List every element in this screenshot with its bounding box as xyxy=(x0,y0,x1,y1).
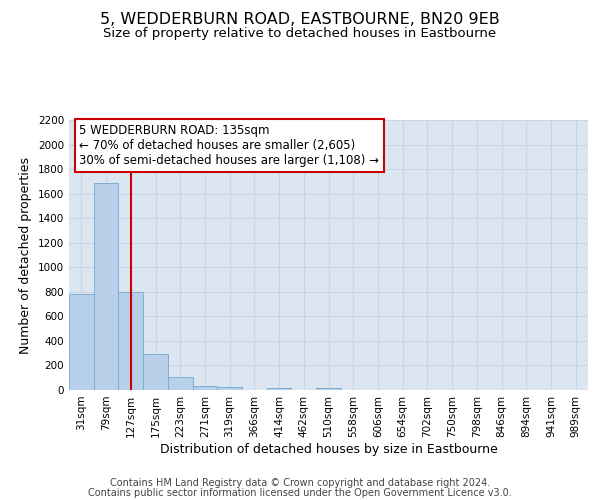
Bar xyxy=(316,388,341,390)
X-axis label: Distribution of detached houses by size in Eastbourne: Distribution of detached houses by size … xyxy=(160,442,497,456)
Bar xyxy=(267,388,292,390)
Text: Contains HM Land Registry data © Crown copyright and database right 2024.: Contains HM Land Registry data © Crown c… xyxy=(110,478,490,488)
Bar xyxy=(193,386,217,390)
Text: Contains public sector information licensed under the Open Government Licence v3: Contains public sector information licen… xyxy=(88,488,512,498)
Bar xyxy=(118,292,143,390)
Y-axis label: Number of detached properties: Number of detached properties xyxy=(19,156,32,354)
Bar xyxy=(168,376,193,390)
Bar xyxy=(69,294,94,390)
Bar xyxy=(217,388,242,390)
Bar xyxy=(94,182,118,390)
Text: 5, WEDDERBURN ROAD, EASTBOURNE, BN20 9EB: 5, WEDDERBURN ROAD, EASTBOURNE, BN20 9EB xyxy=(100,12,500,28)
Text: Size of property relative to detached houses in Eastbourne: Size of property relative to detached ho… xyxy=(103,28,497,40)
Bar xyxy=(143,354,168,390)
Text: 5 WEDDERBURN ROAD: 135sqm
← 70% of detached houses are smaller (2,605)
30% of se: 5 WEDDERBURN ROAD: 135sqm ← 70% of detac… xyxy=(79,124,379,167)
